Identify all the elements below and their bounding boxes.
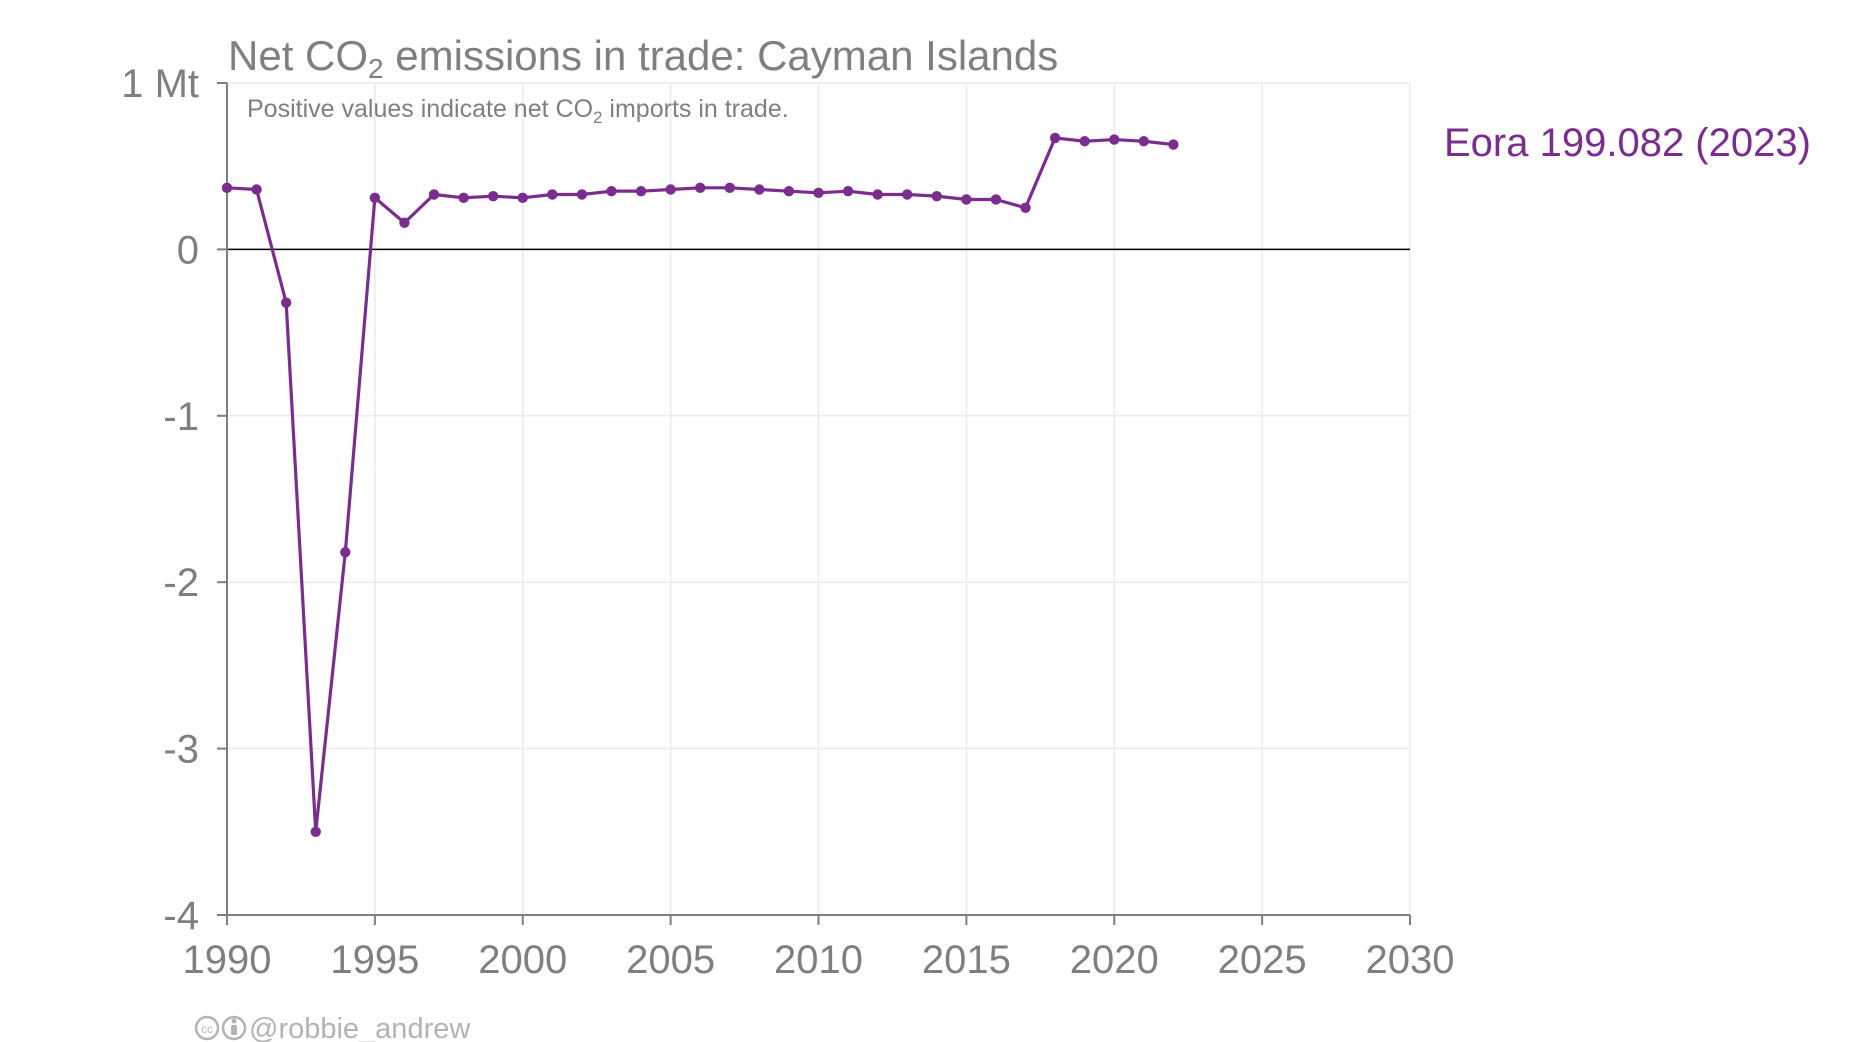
series-line — [226, 136, 1174, 834]
series-end-label: Eora 199.082 (2023) — [1444, 121, 1811, 165]
y-tick-label: 1 Mt — [121, 62, 199, 106]
data-point — [931, 190, 942, 202]
data-point — [399, 217, 410, 228]
x-tick-label: 2025 — [1218, 938, 1307, 982]
data-point — [1168, 139, 1179, 150]
credit: cc @robbie_andrew — [194, 1013, 471, 1042]
data-point — [251, 184, 262, 195]
svg-text:cc: cc — [201, 1022, 213, 1036]
data-point — [872, 189, 883, 200]
data-point — [1049, 132, 1061, 144]
data-point — [813, 187, 824, 199]
x-tick-label: 2030 — [1366, 938, 1455, 982]
data-point — [961, 194, 972, 205]
data-point — [517, 192, 528, 204]
data-point — [280, 297, 292, 308]
x-tick-label: 2015 — [922, 938, 1011, 982]
data-point — [1079, 136, 1090, 147]
data-point — [695, 182, 706, 194]
title-prefix: Net CO — [228, 32, 368, 79]
x-tick-label: 1990 — [183, 938, 272, 982]
y-tick-label: -3 — [163, 728, 199, 772]
data-point — [221, 182, 233, 194]
data-point — [635, 185, 647, 197]
data-point — [754, 184, 765, 195]
data-point — [487, 190, 499, 202]
x-tick-label: 1995 — [330, 938, 419, 982]
data-point — [340, 547, 351, 558]
subtitle-prefix: Positive values indicate net CO — [247, 95, 593, 123]
title-subscript: 2 — [368, 53, 384, 84]
data-point — [458, 192, 469, 204]
title-suffix: emissions in trade: Cayman Islands — [384, 32, 1059, 79]
subtitle-subscript: 2 — [593, 108, 602, 127]
data-point — [990, 194, 1002, 205]
credit-handle: @robbie_andrew — [249, 1013, 471, 1042]
data-point — [576, 189, 588, 200]
x-tick-label: 2005 — [626, 938, 715, 982]
data-point — [1020, 202, 1031, 213]
data-point — [842, 185, 854, 197]
chart-title: Net CO2 emissions in trade: Cayman Islan… — [228, 32, 1058, 84]
x-tick-label: 2010 — [774, 938, 863, 982]
grid — [226, 82, 1411, 916]
data-point — [547, 189, 558, 200]
data-point — [665, 184, 676, 195]
data-point — [1138, 136, 1150, 147]
data-point — [783, 185, 795, 197]
attribution-icon — [221, 1015, 247, 1041]
cc-icon: cc — [194, 1015, 220, 1041]
y-tick-label: -1 — [163, 395, 199, 439]
data-point — [724, 182, 735, 194]
subtitle-suffix: imports in trade. — [602, 95, 788, 123]
y-ticks: 1 Mt 0 -1 -2 -3 -4 — [121, 62, 227, 938]
y-tick-label: -4 — [163, 894, 199, 938]
data-point — [1109, 134, 1120, 145]
y-tick-label: -2 — [163, 561, 199, 605]
x-ticks: 1990 1995 2000 2005 2010 2015 2020 2025 2030 — [183, 915, 1455, 982]
x-tick-label: 2020 — [1070, 938, 1159, 982]
x-tick-label: 2000 — [478, 938, 567, 982]
data-point — [310, 826, 321, 837]
data-point — [606, 185, 617, 197]
data-point — [428, 189, 440, 200]
data-point — [369, 192, 381, 204]
chart-subtitle: Positive values indicate net CO2 imports… — [247, 95, 789, 127]
data-point — [902, 189, 913, 200]
series — [221, 132, 1179, 837]
y-tick-label: 0 — [177, 228, 199, 272]
